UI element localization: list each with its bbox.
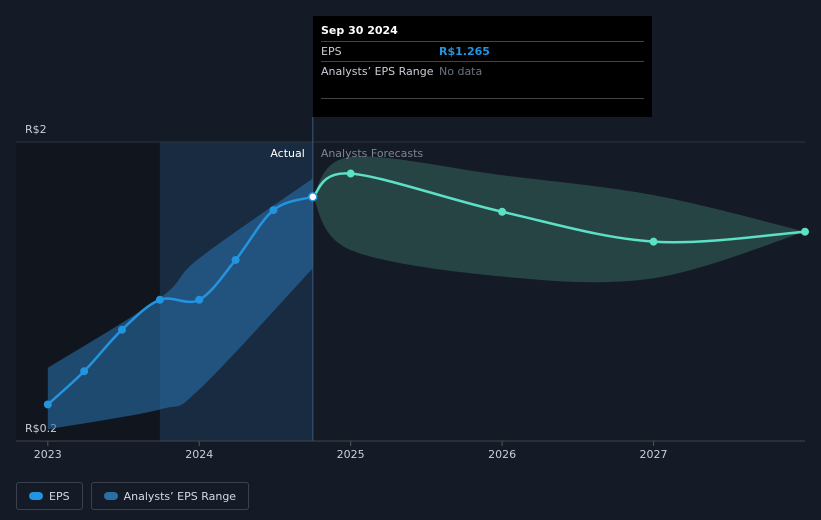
legend-item[interactable]: Analysts’ EPS Range — [90, 482, 250, 510]
point — [308, 192, 318, 202]
line — [46, 195, 314, 406]
tooltip-value: R$1.265 — [439, 45, 490, 58]
tooltip: Sep 30 2024 EPS R$1.265 Analysts’ EPS Ran… — [313, 16, 652, 117]
legend-label: EPS — [49, 489, 70, 503]
range-area — [47, 178, 313, 430]
point — [269, 206, 278, 215]
x-tick-label: 2027 — [640, 448, 668, 461]
legend-swatch — [103, 492, 118, 500]
y-tick-label: R$2 — [25, 123, 47, 136]
point — [118, 325, 127, 334]
legend-swatch — [29, 492, 43, 500]
tooltip-row: EPS R$1.265 — [321, 41, 644, 61]
point — [346, 169, 355, 178]
tooltip-label: EPS — [321, 45, 342, 58]
point — [43, 400, 52, 409]
point — [80, 367, 89, 376]
tooltip-date: Sep 30 2024 — [321, 24, 398, 37]
tooltip-label: Analysts’ EPS Range — [321, 65, 434, 78]
actual-label: Actual — [270, 147, 304, 160]
point — [155, 295, 164, 304]
point — [649, 237, 658, 246]
x-tick-label: 2026 — [488, 448, 516, 461]
legend-label: Analysts’ EPS Range — [123, 489, 237, 503]
legend: EPS Analysts’ EPS Range — [16, 482, 250, 510]
forecast-label: Analysts Forecasts — [321, 147, 424, 160]
x-tick-label: 2025 — [337, 448, 365, 461]
legend-item[interactable]: EPS — [16, 482, 83, 510]
point — [498, 207, 507, 216]
point — [195, 295, 204, 304]
range-area — [312, 156, 805, 283]
tooltip-row: Analysts’ EPS Range No data — [321, 61, 644, 99]
tooltip-value: No data — [439, 65, 483, 78]
point — [231, 255, 240, 264]
x-tick-label: 2023 — [34, 448, 62, 461]
point — [801, 227, 809, 236]
x-tick-label: 2024 — [185, 448, 213, 461]
